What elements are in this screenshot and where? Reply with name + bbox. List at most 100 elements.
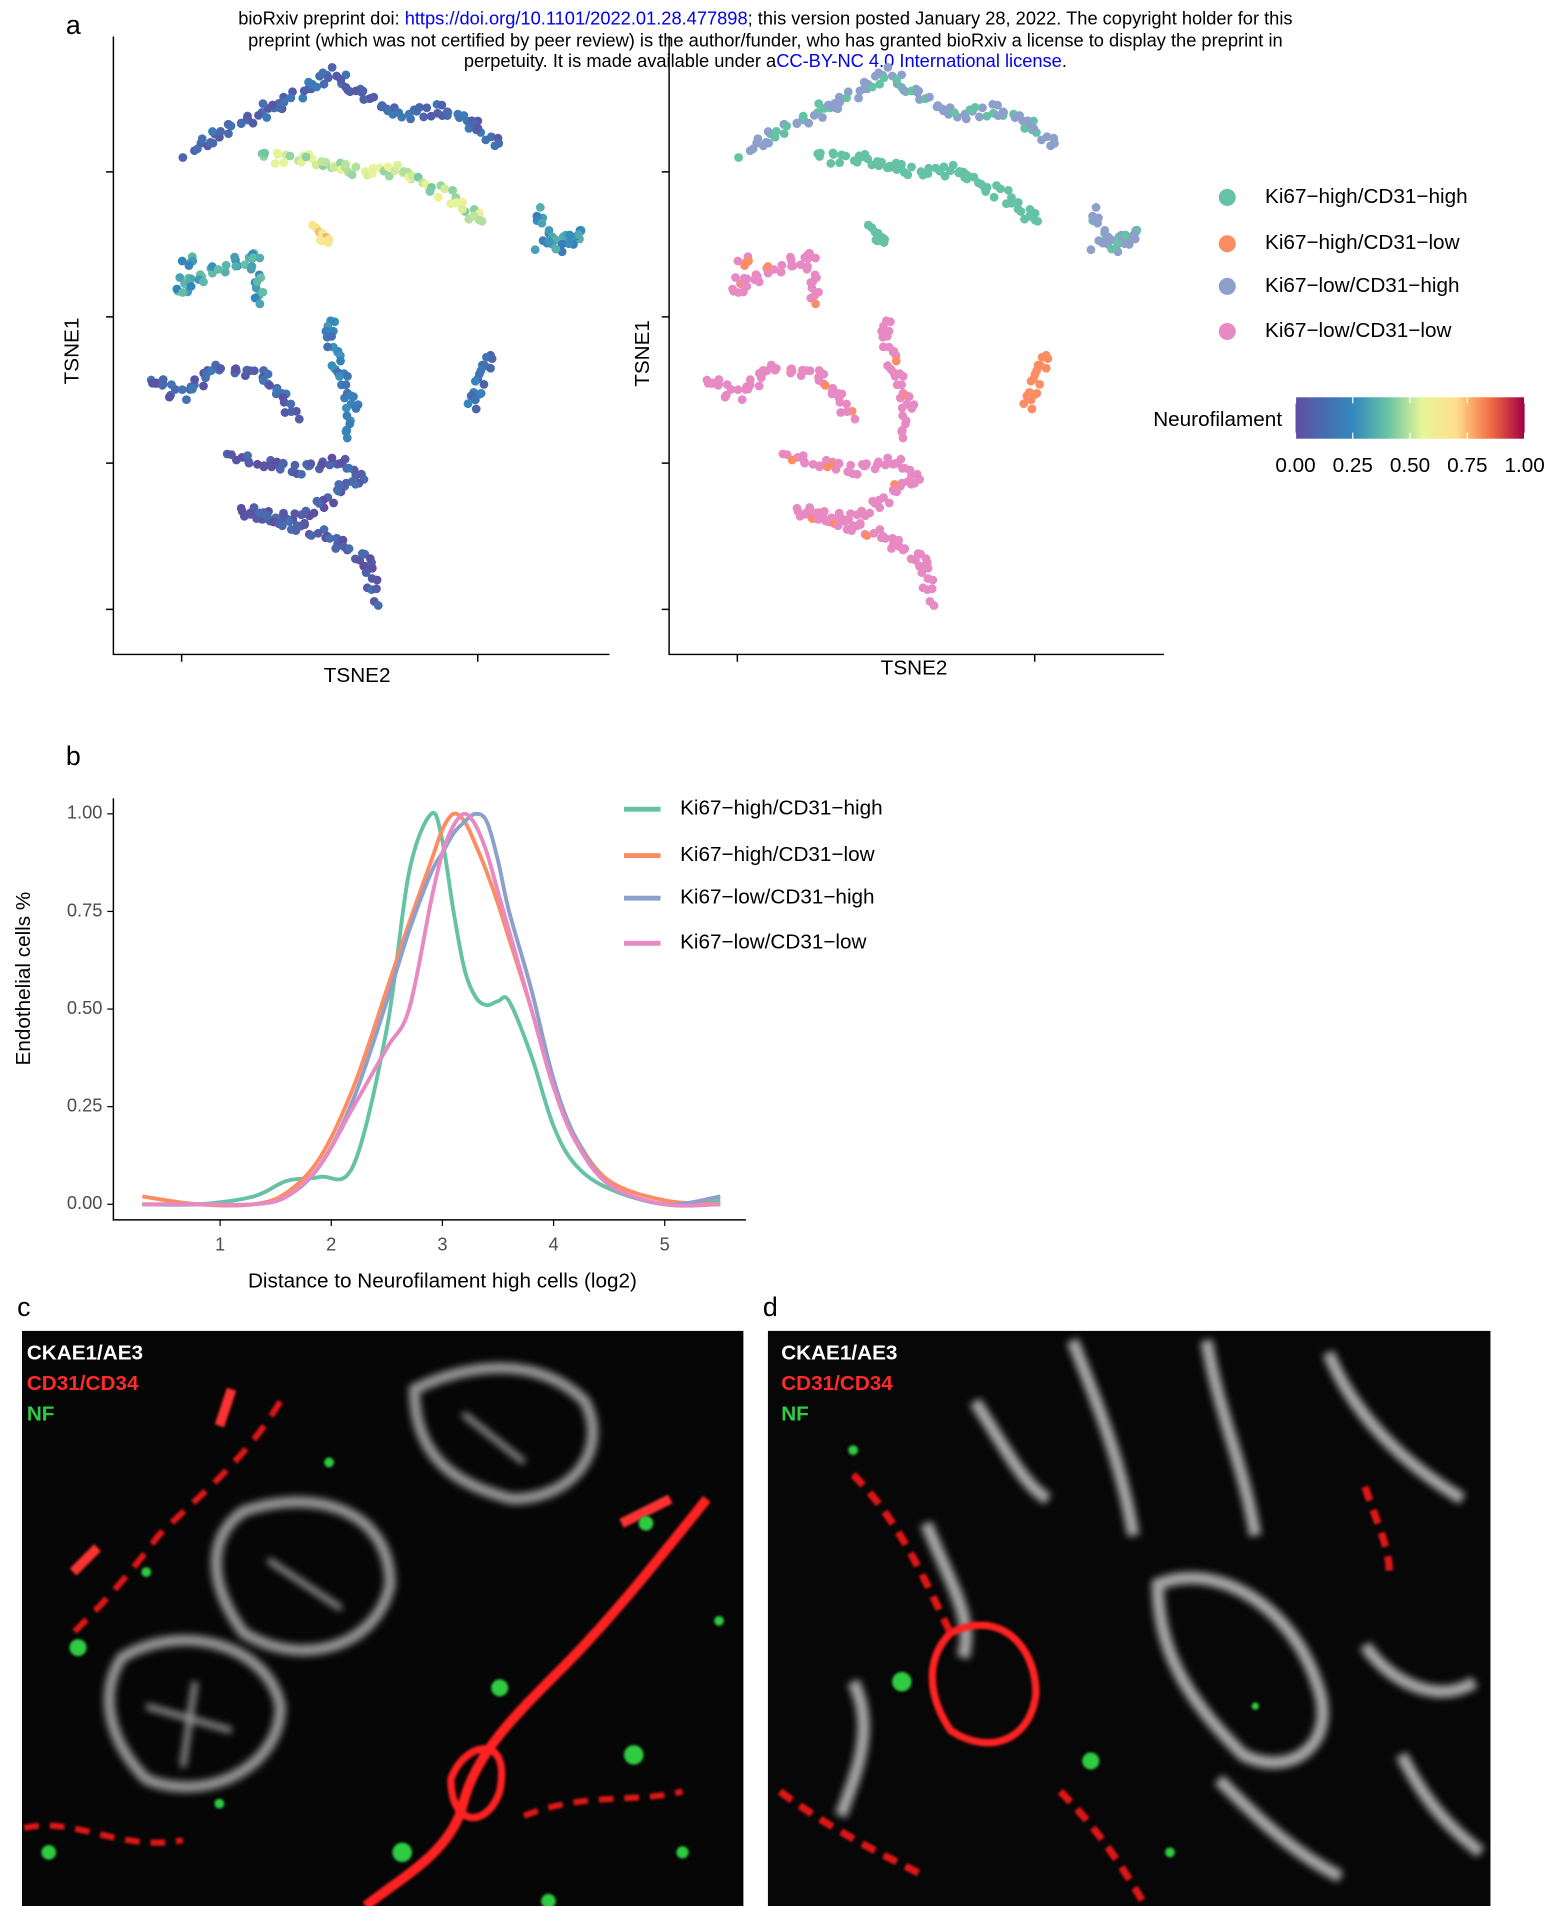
cell-dot [308,220,317,230]
cell-dot [306,531,316,540]
legend: Ki67−high/CD31−high Ki67−high/CD31−low Ki6… [1218,185,1468,342]
legend-marker [1218,277,1236,295]
cell-dot [1030,215,1040,225]
cell-dot [881,460,890,470]
cell-dot [265,381,274,390]
cell-dot [551,244,561,254]
y-tick-label: 0.25 [67,1094,103,1115]
cell-dot [1129,230,1139,239]
cell-dot [808,277,818,287]
cell-dot [740,261,749,270]
cell-dot [949,108,959,117]
cell-dot [899,85,909,95]
cell-dot [175,273,185,282]
cell-dot [557,239,567,249]
cell-dot [884,498,894,508]
cell-dot [993,100,1002,110]
cell-dot [286,407,296,417]
cell-dot [365,554,375,564]
cell-dot [342,411,352,421]
cell-dot [314,498,324,508]
cell-dot [279,510,288,520]
cell-dot [804,253,814,263]
cell-dot [907,162,916,172]
cell-dot [367,563,377,573]
cell-dot [357,549,367,558]
cell-dot [872,460,882,469]
cell-dot [213,265,223,274]
legend-label: Ki67−low/CD31−low [1265,319,1451,342]
cell-dot [903,170,913,180]
cell-dot [907,404,917,413]
cell-dot [333,486,343,496]
axis [112,798,746,1221]
cell-dot [473,124,483,133]
cell-dot [809,110,819,120]
cell-dot [819,369,829,379]
cell-dot [852,469,862,479]
density-line [142,811,721,1208]
nf-signal [848,1445,1259,1858]
cell-dot [834,393,844,402]
cell-dot [248,118,258,128]
cell-dot [393,160,402,170]
cell-dot [164,392,174,402]
cell-dot [458,198,467,207]
vessels [777,1472,1393,1906]
doi-link[interactable]: https://doi.org/10.1101/2022.01.28.47789… [405,7,748,28]
channel-label: CKAE1/AE3 [27,1341,143,1364]
cell-dot [494,138,504,148]
cell-dot [798,451,808,460]
cell-dot [857,152,867,162]
cell-dot [1035,380,1045,389]
cell-dot [487,354,497,364]
microscopy-image [767,1330,1491,1906]
cell-dot [859,77,869,87]
cell-dot [898,371,908,381]
cell-dot [471,404,481,414]
colorbar-tick-label: 0.75 [1447,454,1487,477]
cell-dot [863,220,873,230]
cell-dot [268,100,278,110]
cell-dot [197,134,207,144]
license-link[interactable]: CC-BY-NC 4.0 International license [776,50,1062,71]
y-tick-label: 0.50 [67,997,103,1018]
cell-dot [313,528,323,538]
cell-dot [336,356,345,366]
cell-dot [178,288,188,297]
cell-dot [419,112,429,122]
cell-dot [327,331,337,341]
cell-dot [231,261,241,271]
cell-dot [544,236,554,246]
cell-dot [921,554,931,564]
cell-dot [939,162,949,172]
cell-dot [756,373,766,383]
cell-dot [361,568,371,578]
cell-dot [243,451,252,460]
cell-dot [300,520,310,530]
legend-label: Ki67−low/CD31−high [680,886,875,909]
cell-dot [208,127,217,136]
cell-dot [1086,245,1096,255]
cell-dot [317,460,326,469]
cell-dot [875,79,885,89]
cell-dot [787,455,797,465]
cell-dot [854,93,863,103]
header-text: . [1062,50,1067,71]
cell-dot [263,369,273,379]
nf-signal [41,1457,724,1906]
cell-dot [826,159,836,168]
legend-label: Ki67−high/CD31−high [680,797,883,820]
cell-dot [349,392,358,402]
cell-dot [917,568,927,578]
cell-dot [394,108,404,117]
colorbar [1295,397,1525,439]
vessels [23,1387,711,1906]
cell-dot [835,97,845,107]
cell-dot [801,509,811,519]
cell-dot [890,372,900,381]
cell-dot [776,267,786,277]
header-text: ; this version posted January 28, 2022. … [748,7,1293,28]
cell-dot [244,458,254,468]
cell-dot [1026,376,1036,386]
